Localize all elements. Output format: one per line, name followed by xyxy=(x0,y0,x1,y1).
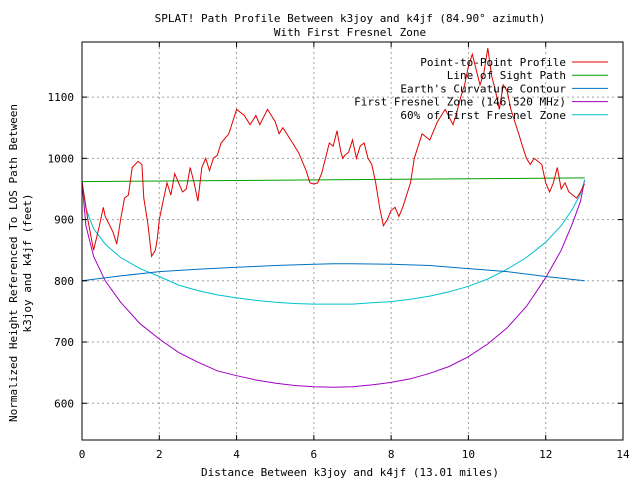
y-axis-label-line1: Normalized Height Referenced To LOS Path… xyxy=(7,104,20,422)
grid-layer xyxy=(82,42,623,440)
y-tick-label: 600 xyxy=(54,397,74,410)
x-tick-label: 8 xyxy=(388,448,395,461)
series-layer xyxy=(81,48,586,388)
x-tick-label: 4 xyxy=(233,448,240,461)
x-tick-label: 0 xyxy=(79,448,86,461)
y-tick-label: 1000 xyxy=(48,152,75,165)
series-line-line-of-sight-path xyxy=(81,177,585,183)
series-line-sixty-percent-fresnel-zone xyxy=(81,179,586,305)
series-line-first-fresnel-zone xyxy=(81,179,586,388)
legend-label-line-of-sight-path: Line of Sight Path xyxy=(447,69,566,82)
plot-frame xyxy=(81,41,624,441)
x-tick-label: 6 xyxy=(311,448,318,461)
legend-label-first-fresnel-zone: First Fresnel Zone (146.520 MHz) xyxy=(354,96,566,109)
y-tick-label: 700 xyxy=(54,336,74,349)
x-tick-label: 2 xyxy=(156,448,163,461)
series-line-point-to-point-profile xyxy=(81,48,585,258)
x-tick-label: 12 xyxy=(539,448,552,461)
legend-label-earth-curvature-contour: Earth's Curvature Contour xyxy=(400,82,566,95)
y-axis-label-line2: k3joy and k4jf (feet) xyxy=(21,193,34,332)
legend-label-sixty-percent-fresnel-zone: 60% of First Fresnel Zone xyxy=(400,109,566,122)
series-line-earth-curvature-contour xyxy=(81,263,585,282)
chart-title-line1: SPLAT! Path Profile Between k3joy and k4… xyxy=(155,12,546,25)
tick-layer: 0 2 4 6 8 10 12 14 600 700 800 900 1000 1100 xyxy=(48,42,630,461)
chart-title-line2: With First Fresnel Zone xyxy=(274,26,426,39)
legend-label-point-to-point-profile: Point-to-Point Profile xyxy=(420,56,566,69)
y-tick-label: 800 xyxy=(54,275,74,288)
x-tick-label: 14 xyxy=(616,448,630,461)
y-tick-label: 900 xyxy=(54,214,74,227)
y-tick-label: 1100 xyxy=(48,91,75,104)
x-tick-label: 10 xyxy=(462,448,475,461)
x-axis-label: Distance Between k3joy and k4jf (13.01 m… xyxy=(201,466,499,479)
